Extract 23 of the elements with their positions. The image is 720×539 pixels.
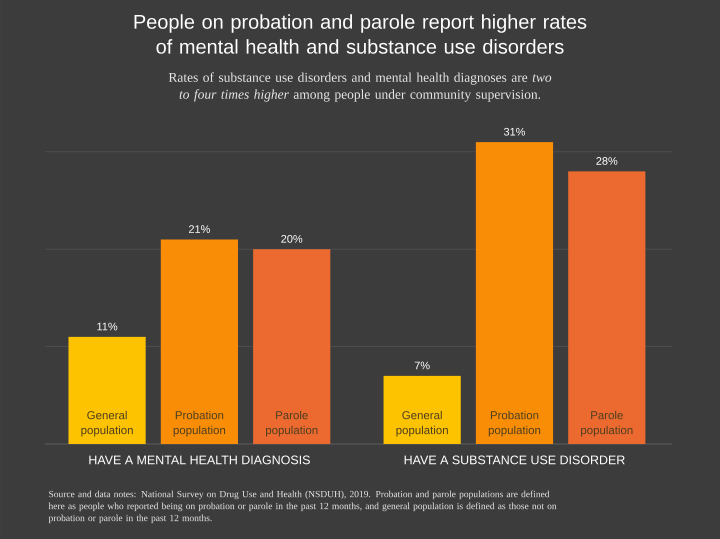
bar: [160, 239, 238, 444]
x-tick-label: HAVE A MENTAL HEALTH DIAGNOSIS: [89, 456, 310, 464]
text: Probation population: [488, 410, 540, 436]
bar: [568, 171, 646, 444]
series-label: General population: [81, 410, 133, 436]
data-label: 7%: [414, 362, 430, 370]
source-note: Source and data notes: National Survey on Drug Use and Health (NSDUH), 2019. Probation and parole populations are defined here as people who reported being on probation or parole in the past 12 months, and general population is defined as those not on probation or parole in the past 12 months.: [48, 490, 556, 524]
bar: [384, 376, 461, 444]
data-label: 28%: [596, 157, 618, 165]
bar: [253, 249, 330, 444]
bar: [476, 142, 554, 444]
x-tick-label: HAVE A SUBSTANCE USE DISORDER: [404, 456, 625, 464]
data-label: 20%: [281, 234, 302, 243]
text: Rates of substance use disorders and mental health diagnoses are two to four times higher among people under community supervision.: [168, 72, 552, 102]
bar: [68, 336, 146, 444]
series-label: Parole population: [266, 410, 318, 436]
series-label: Probation population: [174, 410, 226, 436]
data-label: 21%: [188, 225, 210, 233]
data-label: 11%: [97, 322, 118, 330]
chart-title: People on probation and parole report higher rates of mental health and substance use disorders: [134, 14, 586, 54]
text: Parole population: [581, 410, 632, 436]
text: General population: [396, 410, 448, 436]
data-label: 31%: [504, 128, 526, 136]
